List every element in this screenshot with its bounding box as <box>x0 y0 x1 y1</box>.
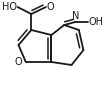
Text: N: N <box>72 11 79 21</box>
Text: O: O <box>47 2 54 12</box>
Text: HO: HO <box>2 2 17 12</box>
Text: OH: OH <box>89 17 104 27</box>
Text: O: O <box>15 57 22 67</box>
